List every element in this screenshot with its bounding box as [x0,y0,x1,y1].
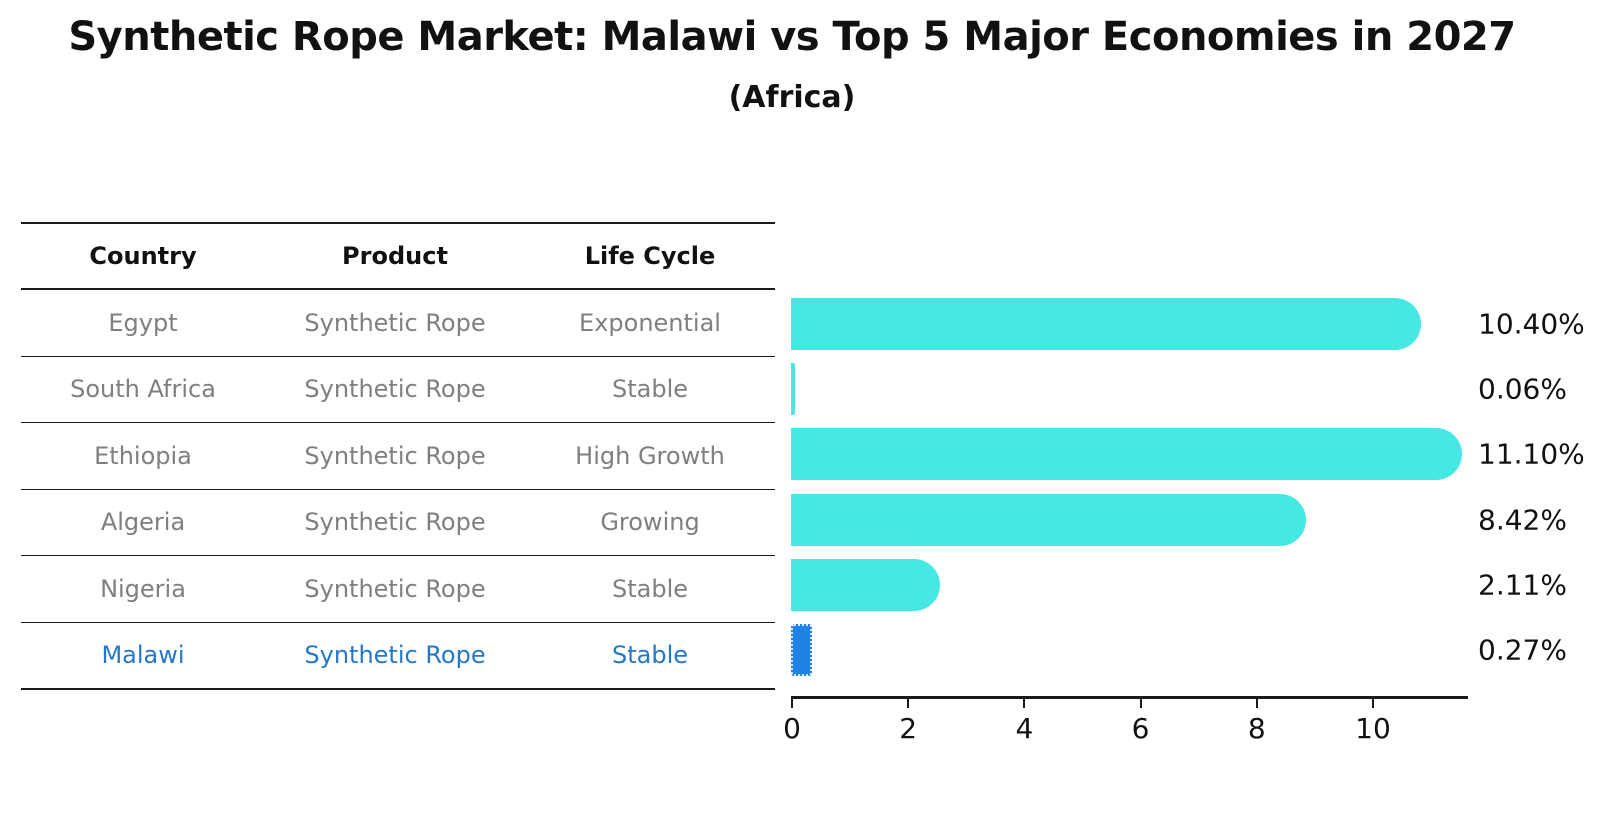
chart-title: Synthetic Rope Market: Malawi vs Top 5 M… [68,14,1516,60]
x-axis-line [791,696,1468,699]
col-header-product: Product [342,242,448,270]
bar-malawi [791,624,812,676]
chart-subtitle: (Africa) [728,80,856,115]
table-row-ethiopia: Ethiopia Synthetic Rope High Growth [21,423,775,490]
table-cell-life_cycle: Exponential [579,308,721,337]
x-tick-mark-0 [791,699,793,708]
table-cell-product: Synthetic Rope [304,641,486,670]
col-header-lifecycle: Life Cycle [584,242,716,270]
table-header-row: Country Product Life Cycle [21,224,775,290]
x-tick-label-4: 4 [1015,712,1034,745]
table-cell-product: Synthetic Rope [304,441,486,470]
x-tick-mark-4 [1023,699,1026,708]
table-cell-country: Malawi [101,641,185,670]
value-label-nigeria: 2.11% [1478,568,1567,602]
country-table: Country Product Life Cycle Egypt Syntheti… [21,222,775,690]
bar-nigeria [791,558,940,611]
x-tick-label-2: 2 [899,712,918,745]
table-body: Egypt Synthetic Rope Exponential South Afri… [21,290,775,690]
bar-algeria [791,493,1307,546]
bar-egypt [791,298,1422,350]
table-cell-life_cycle: Growing [600,508,700,537]
table-row-algeria: Algeria Synthetic Rope Growing [21,490,775,556]
table-row-south-africa: South Africa Synthetic Rope Stable [21,357,775,423]
table-cell-country: Egypt [108,308,178,337]
value-label-ethiopia: 11.10% [1478,437,1585,471]
table-cell-life_cycle: High Growth [575,441,725,470]
x-tick-label-0: 0 [783,712,801,745]
table-cell-product: Synthetic Rope [304,574,486,603]
table-row-egypt: Egypt Synthetic Rope Exponential [21,290,775,357]
table-cell-life_cycle: Stable [611,574,689,603]
bar-south-africa [791,363,795,416]
table-row-nigeria: Nigeria Synthetic Rope Stable [21,556,775,623]
value-label-egypt: 10.40% [1478,307,1585,341]
table-cell-country: Algeria [100,508,186,537]
value-label-algeria: 8.42% [1478,503,1567,537]
table-cell-country: Nigeria [100,574,186,603]
table-cell-country: South Africa [70,375,216,404]
table-cell-life_cycle: Stable [611,641,689,670]
col-header-country: Country [89,242,197,270]
table-cell-product: Synthetic Rope [304,375,486,404]
table-row-malawi: Malawi Synthetic Rope Stable [21,623,775,690]
x-tick-label-8: 8 [1247,712,1266,745]
table-cell-life_cycle: Stable [611,375,689,404]
table-cell-product: Synthetic Rope [304,508,486,537]
x-tick-mark-10 [1372,699,1374,708]
value-label-south-africa: 0.06% [1478,372,1567,406]
x-tick-label-6: 6 [1131,712,1150,745]
table-cell-product: Synthetic Rope [304,308,486,337]
x-tick-mark-8 [1255,699,1258,708]
x-tick-label-10: 10 [1355,712,1391,745]
bar-ethiopia [791,428,1462,481]
x-tick-mark-6 [1139,699,1142,708]
table-cell-country: Ethiopia [94,441,192,470]
x-tick-mark-2 [907,699,910,708]
value-label-malawi: 0.27% [1478,633,1567,667]
